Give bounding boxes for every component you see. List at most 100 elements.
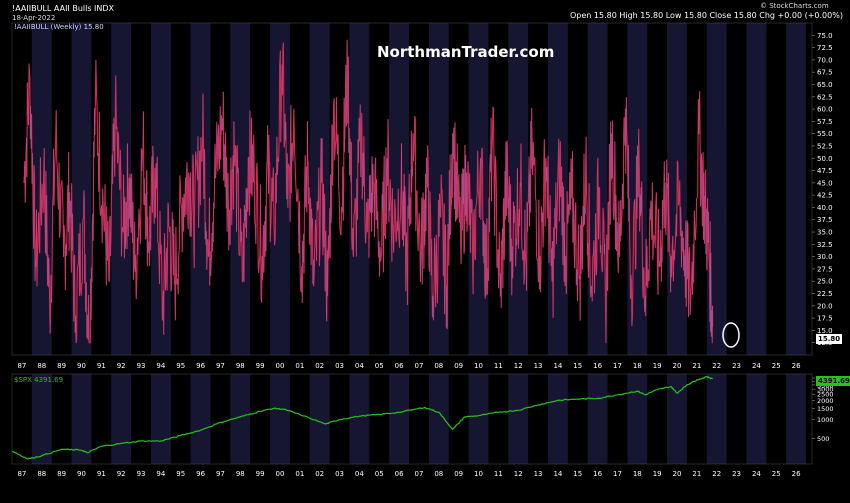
x-tick-label: 20 bbox=[673, 470, 682, 478]
x-tick-label: 11 bbox=[494, 470, 503, 478]
y-tick-label: 35.0 bbox=[817, 229, 833, 237]
x-tick-label: 96 bbox=[196, 470, 205, 478]
y-tick-label: 20.0 bbox=[817, 302, 833, 310]
x-tick-label: 21 bbox=[692, 470, 701, 478]
x-tick-label: 09 bbox=[454, 362, 463, 370]
bulls-legend: !AAIIBULL (Weekly) 15.80 bbox=[14, 23, 104, 31]
symbol-name: AAII Bulls INDX bbox=[53, 4, 115, 13]
x-tick-label: 26 bbox=[792, 470, 801, 478]
x-tick-label: 14 bbox=[553, 470, 562, 478]
x-tick-label: 16 bbox=[593, 470, 602, 478]
y-tick-label: 25.0 bbox=[817, 278, 833, 286]
x-tick-label: 13 bbox=[534, 470, 543, 478]
y-tick-label: 1500 bbox=[817, 405, 834, 413]
x-tick-label: 97 bbox=[216, 470, 225, 478]
x-tick-label: 23 bbox=[732, 470, 741, 478]
x-tick-label: 99 bbox=[256, 362, 265, 370]
x-tick-label: 96 bbox=[196, 362, 205, 370]
x-tick-label: 19 bbox=[653, 470, 662, 478]
y-tick-label: 40.0 bbox=[817, 204, 833, 212]
x-tick-label: 94 bbox=[156, 362, 165, 370]
year-band bbox=[71, 23, 92, 355]
x-tick-label: 99 bbox=[256, 470, 265, 478]
bulls-y-axis: 12.515.017.520.022.525.027.530.032.535.0… bbox=[812, 32, 833, 347]
spx-legend: $SPX 4391.69 bbox=[14, 376, 64, 384]
x-tick-label: 17 bbox=[613, 470, 622, 478]
year-band bbox=[190, 374, 211, 464]
year-band bbox=[706, 23, 727, 355]
year-band bbox=[786, 23, 807, 355]
year-band bbox=[627, 374, 648, 464]
x-tick-label: 00 bbox=[276, 470, 285, 478]
x-tick-label: 07 bbox=[414, 470, 423, 478]
y-tick-label: 500 bbox=[817, 435, 829, 443]
x-tick-label: 93 bbox=[137, 470, 146, 478]
x-tick-label: 24 bbox=[752, 470, 761, 478]
x-tick-label: 13 bbox=[534, 362, 543, 370]
year-band bbox=[547, 374, 568, 464]
x-tick-label: 02 bbox=[315, 470, 324, 478]
x-tick-label: 95 bbox=[176, 362, 185, 370]
symbol-text: !AAIIBULL bbox=[12, 4, 52, 13]
x-tick-label: 95 bbox=[176, 470, 185, 478]
year-band bbox=[786, 374, 807, 464]
year-band bbox=[508, 23, 529, 355]
x-tick-label: 90 bbox=[77, 362, 86, 370]
x-tick-label: 98 bbox=[236, 470, 245, 478]
x-axis-middle: 87 88 89 90 91 92 93 94 95 96 97 98 99 00 01 02 03 04 05 06… bbox=[17, 362, 801, 370]
year-band bbox=[508, 374, 529, 464]
year-band bbox=[71, 374, 92, 464]
latest-reading-circle bbox=[722, 322, 740, 348]
x-tick-label: 92 bbox=[117, 470, 126, 478]
year-bands-bottom bbox=[31, 374, 807, 464]
x-tick-label: 06 bbox=[395, 470, 404, 478]
x-tick-label: 15 bbox=[573, 362, 582, 370]
y-tick-label: 32.5 bbox=[817, 241, 833, 249]
x-tick-label: 07 bbox=[414, 362, 423, 370]
x-tick-label: 05 bbox=[375, 470, 384, 478]
x-tick-label: 21 bbox=[692, 362, 701, 370]
year-band bbox=[587, 374, 608, 464]
source-credit: © StockCharts.com bbox=[760, 2, 829, 10]
x-tick-label: 90 bbox=[77, 470, 86, 478]
y-tick-label: 27.5 bbox=[817, 265, 833, 273]
y-tick-label: 2000 bbox=[817, 397, 834, 405]
x-tick-label: 89 bbox=[57, 362, 66, 370]
x-tick-label: 01 bbox=[295, 470, 304, 478]
y-tick-label: 67.5 bbox=[817, 69, 833, 77]
y-tick-label: 3000 bbox=[817, 386, 834, 394]
year-band bbox=[706, 374, 727, 464]
year-band bbox=[667, 374, 687, 464]
x-tick-label: 98 bbox=[236, 362, 245, 370]
x-tick-label: 12 bbox=[514, 362, 523, 370]
x-tick-label: 17 bbox=[613, 362, 622, 370]
y-tick-label: 37.5 bbox=[817, 216, 833, 224]
x-tick-label: 01 bbox=[295, 362, 304, 370]
x-tick-label: 18 bbox=[633, 470, 642, 478]
x-tick-label: 87 bbox=[17, 362, 26, 370]
x-tick-label: 25 bbox=[772, 470, 781, 478]
x-tick-label: 16 bbox=[593, 362, 602, 370]
year-band bbox=[150, 374, 171, 464]
x-tick-label: 18 bbox=[633, 362, 642, 370]
x-tick-label: 12 bbox=[514, 470, 523, 478]
year-band bbox=[309, 374, 330, 464]
x-tick-label: 88 bbox=[37, 362, 46, 370]
year-band bbox=[746, 374, 767, 464]
y-tick-label: 57.5 bbox=[817, 118, 833, 126]
y-tick-label: 70.0 bbox=[817, 56, 833, 64]
y-tick-label: 72.5 bbox=[817, 44, 833, 52]
x-axis-bottom: 87 88 89 90 91 92 93 94 95 96 97 98 99 00 01 02 03 04 05 06… bbox=[17, 470, 801, 478]
x-tick-label: 02 bbox=[315, 362, 324, 370]
x-tick-label: 19 bbox=[653, 362, 662, 370]
x-tick-label: 87 bbox=[17, 470, 26, 478]
year-band bbox=[389, 23, 410, 355]
y-tick-label: 42.5 bbox=[817, 192, 833, 200]
x-tick-label: 94 bbox=[156, 470, 165, 478]
x-tick-label: 05 bbox=[375, 362, 384, 370]
year-band bbox=[746, 23, 767, 355]
spx-line bbox=[11, 375, 713, 460]
x-tick-label: 00 bbox=[276, 362, 285, 370]
y-tick-label: 75.0 bbox=[817, 32, 833, 40]
panel-bottom-border bbox=[11, 373, 813, 465]
